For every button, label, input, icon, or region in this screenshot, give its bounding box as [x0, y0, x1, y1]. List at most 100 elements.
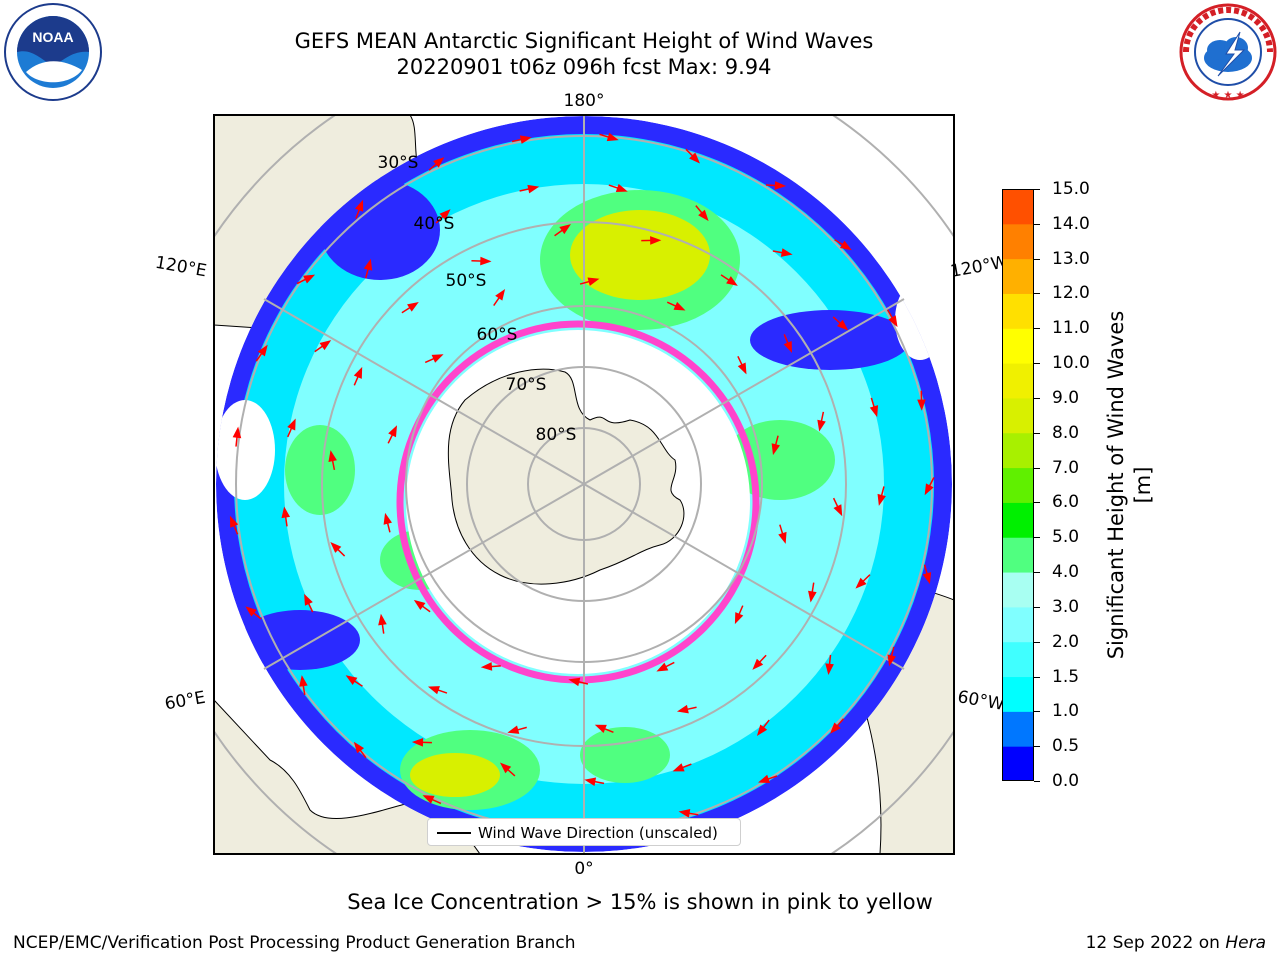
- colorbar: [1002, 189, 1034, 781]
- wave-direction-arrowhead: [734, 612, 744, 625]
- wave-direction-arrowhead: [407, 301, 419, 312]
- lat-label-50s: 50°S: [446, 271, 487, 291]
- colorbar-tick-mark: [1034, 363, 1040, 365]
- lon-label-60e: 60°E: [163, 688, 207, 715]
- colorbar-tick-label: 0.0: [1052, 771, 1080, 791]
- colorbar-segment: [1002, 258, 1034, 294]
- wave-direction-arrowhead: [869, 405, 879, 418]
- wave-direction-arrowhead: [568, 677, 581, 687]
- wave-direction-arrowhead: [480, 256, 492, 266]
- lat-label-40s: 40°S: [414, 214, 455, 234]
- legend-label: Wind Wave Direction (unscaled): [478, 824, 718, 842]
- colorbar-tick-label: 1.0: [1052, 701, 1080, 722]
- wave-direction-arrowhead: [559, 224, 571, 235]
- lat-label-80s: 80°S: [536, 425, 577, 445]
- legend-line-swatch: [437, 832, 471, 834]
- wave-direction-arrowhead: [345, 675, 358, 686]
- colorbar-segment: [1002, 432, 1034, 469]
- antarctica-land: [447, 368, 685, 585]
- colorbar-tick-label: 2.0: [1052, 631, 1080, 652]
- colorbar-label: Significant Height of Wind Waves [m]: [1104, 310, 1155, 660]
- colorbar-tick-label: 8.0: [1052, 422, 1080, 443]
- colorbar-tick-label: 10.0: [1052, 353, 1090, 374]
- colorbar-tick-label: 14.0: [1052, 213, 1090, 234]
- colorbar-tick-mark: [1034, 397, 1040, 399]
- wave-direction-arrowhead: [355, 199, 364, 212]
- colorbar-segment: [1002, 711, 1034, 747]
- svg-text:★ ★ ★: ★ ★ ★: [1211, 90, 1244, 101]
- wave-direction-arrowhead: [527, 184, 540, 194]
- wave-direction-arrowhead: [480, 662, 493, 671]
- wave-direction-arrowhead: [330, 541, 342, 553]
- lon-label-120w: 120°W: [949, 252, 1010, 282]
- wave-direction-arrowhead: [771, 443, 781, 456]
- colorbar-tick-label: 11.0: [1052, 318, 1090, 339]
- colorbar-segment: [1002, 502, 1034, 538]
- wave-direction-arrowhead: [422, 795, 435, 804]
- colorbar-tick-mark: [1034, 746, 1040, 748]
- wave-direction-arrowhead: [673, 301, 686, 311]
- wave-direction-arrowhead: [439, 209, 451, 220]
- wave-direction-arrowhead: [388, 425, 397, 438]
- wave-direction-arrowhead: [855, 577, 867, 589]
- wave-direction-arrowhead: [917, 399, 926, 411]
- wave-direction-arrowhead: [383, 512, 392, 525]
- wave-direction-arrowhead: [887, 654, 896, 667]
- lat-label-70s: 70°S: [506, 375, 547, 395]
- wave-direction-arrowhead: [726, 276, 738, 286]
- colorbar-tick-mark: [1034, 711, 1040, 713]
- wave-direction-arrowhead: [232, 426, 242, 439]
- colorbar-tick-mark: [1034, 537, 1040, 539]
- wave-direction-arrowhead: [825, 663, 834, 675]
- wave-direction-arrowhead: [507, 725, 520, 734]
- colorbar-segment: [1002, 397, 1034, 434]
- wave-direction-arrowhead: [353, 741, 365, 754]
- wave-direction-arrowhead: [689, 152, 701, 164]
- colorbar-tick-label: 9.0: [1052, 387, 1080, 408]
- wave-direction-arrowhead: [676, 704, 689, 714]
- noaa-logo-text: NOAA: [32, 29, 73, 45]
- colorbar-segment: [1002, 293, 1034, 329]
- colorbar-segment: [1002, 606, 1034, 643]
- colorbar-tick-label: 1.5: [1052, 666, 1080, 687]
- wave-direction-arrowhead: [817, 419, 826, 432]
- colorbar-tick-label: 4.0: [1052, 562, 1080, 583]
- colorbar-tick-label: 7.0: [1052, 457, 1080, 478]
- wave-direction-arrowhead: [431, 354, 444, 363]
- wave-direction-arrowhead: [303, 274, 316, 284]
- colorbar-tick-mark: [1034, 328, 1040, 330]
- lat-label-30s: 30°S: [378, 153, 419, 173]
- footer-date-text: 12 Sep 2022 on: [1085, 933, 1220, 953]
- wave-direction-arrowhead: [229, 515, 239, 528]
- wave-direction-arrowhead: [281, 506, 291, 519]
- wave-direction-arrowhead: [299, 675, 308, 687]
- colorbar-tick-label: 15.0: [1052, 179, 1090, 199]
- wave-direction-arrowhead: [758, 774, 771, 783]
- wave-direction-arrowhead: [353, 366, 363, 379]
- noaa-logo: NOAA: [4, 3, 102, 101]
- chart-subtitle: 20220901 t06z 096h fcst Max: 9.94: [396, 55, 772, 79]
- wave-direction-arrowhead: [650, 236, 662, 245]
- wave-direction-arrowhead: [378, 613, 387, 626]
- wave-direction-arrowhead: [836, 319, 849, 331]
- wave-direction-arrowhead: [257, 344, 268, 357]
- chart-title: GEFS MEAN Antarctic Significant Height o…: [294, 29, 874, 53]
- wave-direction-arrowhead: [888, 315, 898, 328]
- colorbar-tick-mark: [1034, 432, 1040, 434]
- colorbar-segment: [1002, 641, 1034, 678]
- lon-label-60w: 60°W: [956, 687, 1006, 715]
- wave-direction-arrowhead: [413, 599, 426, 611]
- colorbar-tick-label: 0.5: [1052, 736, 1080, 757]
- wave-direction-arrowhead: [752, 658, 764, 670]
- wave-direction-arrowhead: [499, 762, 512, 774]
- nws-logo: ★ ★ ★: [1179, 3, 1277, 101]
- wave-direction-arrowhead: [698, 209, 709, 222]
- wave-direction-arrowhead: [756, 724, 768, 736]
- colorbar-segment: [1002, 467, 1034, 503]
- colorbar-tick-mark: [1034, 467, 1040, 469]
- lon-label-0: 0°: [574, 859, 593, 879]
- wave-direction-arrowhead: [774, 181, 787, 190]
- colorbar-tick-mark: [1034, 189, 1040, 190]
- colorbar-tick-mark: [1034, 572, 1040, 574]
- colorbar-segment: [1002, 537, 1034, 573]
